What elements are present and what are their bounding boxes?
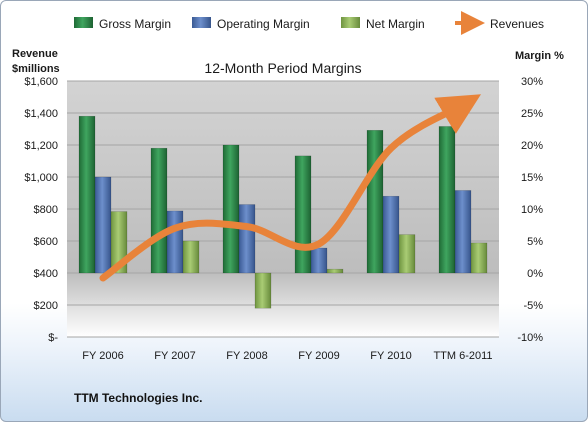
left-axis-ticks: $- $200 $400 $600 $800 $1,000 $1,200 $1,400 $1,6…	[24, 76, 58, 344]
category-tick: FY 2006	[82, 350, 123, 362]
left-axis-tick: $800	[34, 204, 58, 216]
bar-net-margin	[326, 268, 344, 274]
bar-operating-margin	[454, 190, 472, 274]
bar-gross-margin	[78, 115, 96, 274]
category-tick: FY 2010	[370, 350, 411, 362]
bar-gross-margin	[294, 155, 312, 274]
left-axis-tick: $400	[34, 268, 58, 280]
right-axis-tick: -10%	[517, 332, 543, 344]
left-axis-tick: $-	[48, 332, 58, 344]
left-axis-tick: $1,200	[24, 140, 58, 152]
category-tick: FY 2007	[154, 350, 195, 362]
legend-label-revenues: Revenues	[490, 17, 544, 31]
bar-net-margin	[398, 234, 416, 274]
bar-gross-margin	[366, 130, 384, 274]
left-axis-tick: $1,000	[24, 172, 58, 184]
left-axis-tick: $1,400	[24, 108, 58, 120]
revenue-line	[99, 94, 482, 282]
category-ticks: FY 2006 FY 2007 FY 2008 FY 2009 FY 2010 TTM 6…	[82, 350, 492, 362]
bar-gross-margin	[222, 144, 240, 274]
right-axis-tick: 5%	[527, 236, 543, 248]
legend-swatch-operating-margin	[192, 17, 211, 28]
left-axis-tick: $600	[34, 236, 58, 248]
company-name: TTM Technologies Inc.	[74, 391, 202, 405]
category-tick: FY 2008	[226, 350, 267, 362]
right-axis-tick: 10%	[521, 204, 543, 216]
right-axis-title: Margin %	[515, 50, 564, 62]
right-axis-tick: 15%	[521, 172, 543, 184]
right-axis-tick: 20%	[521, 140, 543, 152]
right-axis-tick: 0%	[527, 268, 543, 280]
chart-title: 12-Month Period Margins	[204, 60, 361, 76]
right-axis-ticks: -10% -5% 0% 5% 10% 15% 20% 25% 30%	[517, 76, 543, 344]
right-axis-tick: 30%	[521, 76, 543, 88]
legend-label-gross-margin: Gross Margin	[99, 17, 171, 31]
left-axis-tick: $1,600	[24, 76, 58, 88]
legend-swatch-net-margin	[341, 17, 360, 28]
legend-swatch-gross-margin	[74, 17, 93, 28]
bar-net-margin	[470, 242, 488, 274]
revenue-line-group	[99, 94, 482, 282]
left-axis-title-line1: Revenue	[12, 48, 58, 60]
legend-label-net-margin: Net Margin	[366, 17, 425, 31]
bar-gross-margin	[150, 147, 168, 274]
category-tick: TTM 6-2011	[433, 350, 492, 362]
right-axis-tick: 25%	[521, 108, 543, 120]
legend-label-operating-margin: Operating Margin	[217, 17, 310, 31]
right-axis-tick: -5%	[523, 300, 543, 312]
bar-net-margin	[182, 240, 200, 274]
bar-operating-margin	[382, 195, 400, 274]
left-axis-tick: $200	[34, 300, 58, 312]
bar-operating-margin	[238, 204, 256, 274]
legend: Gross Margin Operating Margin Net Margin…	[74, 11, 544, 35]
bar-operating-margin	[94, 176, 112, 274]
bar-net-margin	[110, 211, 128, 274]
left-axis-title-line2: $millions	[12, 63, 60, 75]
bar-net-margin	[254, 272, 272, 309]
bar-operating-margin	[166, 210, 184, 274]
bar-gross-margin	[438, 126, 456, 274]
bar-operating-margin	[310, 247, 328, 274]
category-tick: FY 2009	[298, 350, 339, 362]
